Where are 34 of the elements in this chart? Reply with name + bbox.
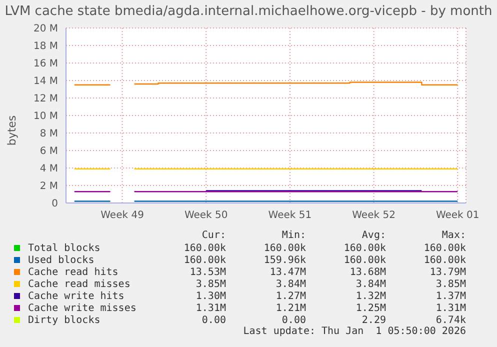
x-tick-label: Week 01	[436, 210, 480, 222]
y-tick-label: 16 M	[33, 58, 58, 70]
y-axis-title: bytes	[6, 114, 18, 146]
text: 3.85M 3.84M 3.84M 3.85M	[196, 278, 466, 290]
legend-label: Total blocks	[28, 242, 102, 254]
y-tick-label: 18 M	[33, 41, 58, 52]
x-tick-label: Week 50	[184, 210, 228, 222]
chart-title: LVM cache state bmedia/agda.internal.michaelhowe.org-vicepb - by month	[4, 4, 494, 19]
text: 0.00 0.00 2.29 6.74k	[202, 314, 466, 326]
x-tick-label: Week 49	[100, 210, 144, 222]
legend-label: Used blocks	[28, 254, 96, 266]
text: Last update: Thu Jan 1 05:50:00 2026	[242, 326, 466, 337]
text: 1.30M 1.27M 1.32M 1.37M	[196, 290, 466, 302]
legend-label: Dirty blocks	[28, 314, 102, 326]
text: 160.00k 159.96k 160.00k 160.00k	[184, 254, 466, 266]
y-tick-label: 20 M	[33, 24, 58, 35]
x-tick-label: Week 52	[352, 210, 396, 222]
y-tick-label: 0	[52, 198, 58, 210]
text: 160.00k 160.00k 160.00k 160.00k	[184, 242, 466, 254]
y-tick-label: 14 M	[33, 76, 58, 88]
text: 13.53M 13.47M 13.68M 13.79M	[190, 266, 466, 278]
legend-label: Cache write hits	[28, 290, 126, 302]
y-tick-label: 2 M	[40, 181, 58, 192]
y-tick-label: 6 M	[40, 146, 58, 158]
legend-label: Cache read misses	[28, 278, 132, 290]
y-tick-label: 4 M	[40, 164, 58, 175]
y-tick-label: 10 M	[33, 111, 58, 122]
y-tick-label: 12 M	[33, 94, 58, 105]
legend-label: Cache write misses	[28, 302, 138, 314]
text: Cur: Min: Avg: Max:	[202, 230, 466, 241]
x-tick-label: Week 51	[268, 210, 312, 222]
text: 1.31M 1.21M 1.25M 1.31M	[196, 302, 466, 314]
legend-label: Cache read hits	[28, 266, 120, 278]
y-tick-label: 8 M	[40, 128, 58, 140]
